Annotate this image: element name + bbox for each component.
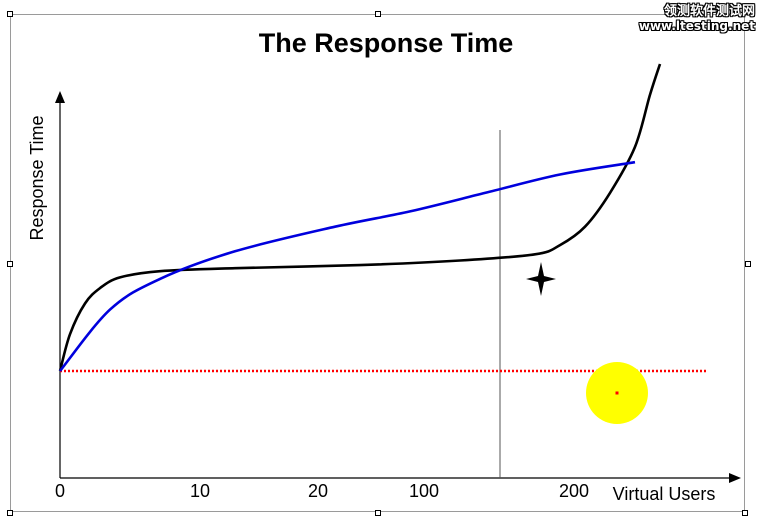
x-tick-label: 10 (190, 481, 210, 501)
y-axis-label: Response Time (27, 115, 47, 240)
knee-point-star-marker (526, 262, 556, 296)
x-axis-arrowhead (729, 473, 741, 483)
y-axis-arrowhead (55, 91, 65, 103)
x-tick-label: 0 (55, 481, 65, 501)
watermark-line-2: www.ltesting.net (638, 19, 755, 33)
x-tick-label: 100 (409, 481, 439, 501)
x-tick-label: 20 (308, 481, 328, 501)
series-line-response-time (58, 63, 662, 372)
selection-handle-middle-left[interactable] (7, 261, 13, 267)
selection-handle-top-center[interactable] (375, 11, 381, 17)
selection-handle-middle-right[interactable] (745, 261, 751, 267)
site-watermark: 领测软件测试网 www.ltesting.net (639, 4, 755, 34)
x-axis-label: Virtual Users (613, 484, 716, 504)
x-tick-labels: 0 10 20 100 200 (55, 481, 589, 501)
series-line-comparison (58, 160, 636, 372)
chart-title: The Response Time (259, 28, 514, 58)
highlight-center-dot (615, 391, 619, 395)
watermark-line-1: 领测软件测试网 (663, 4, 755, 19)
x-tick-label: 200 (559, 481, 589, 501)
selection-handle-top-left[interactable] (7, 11, 13, 17)
